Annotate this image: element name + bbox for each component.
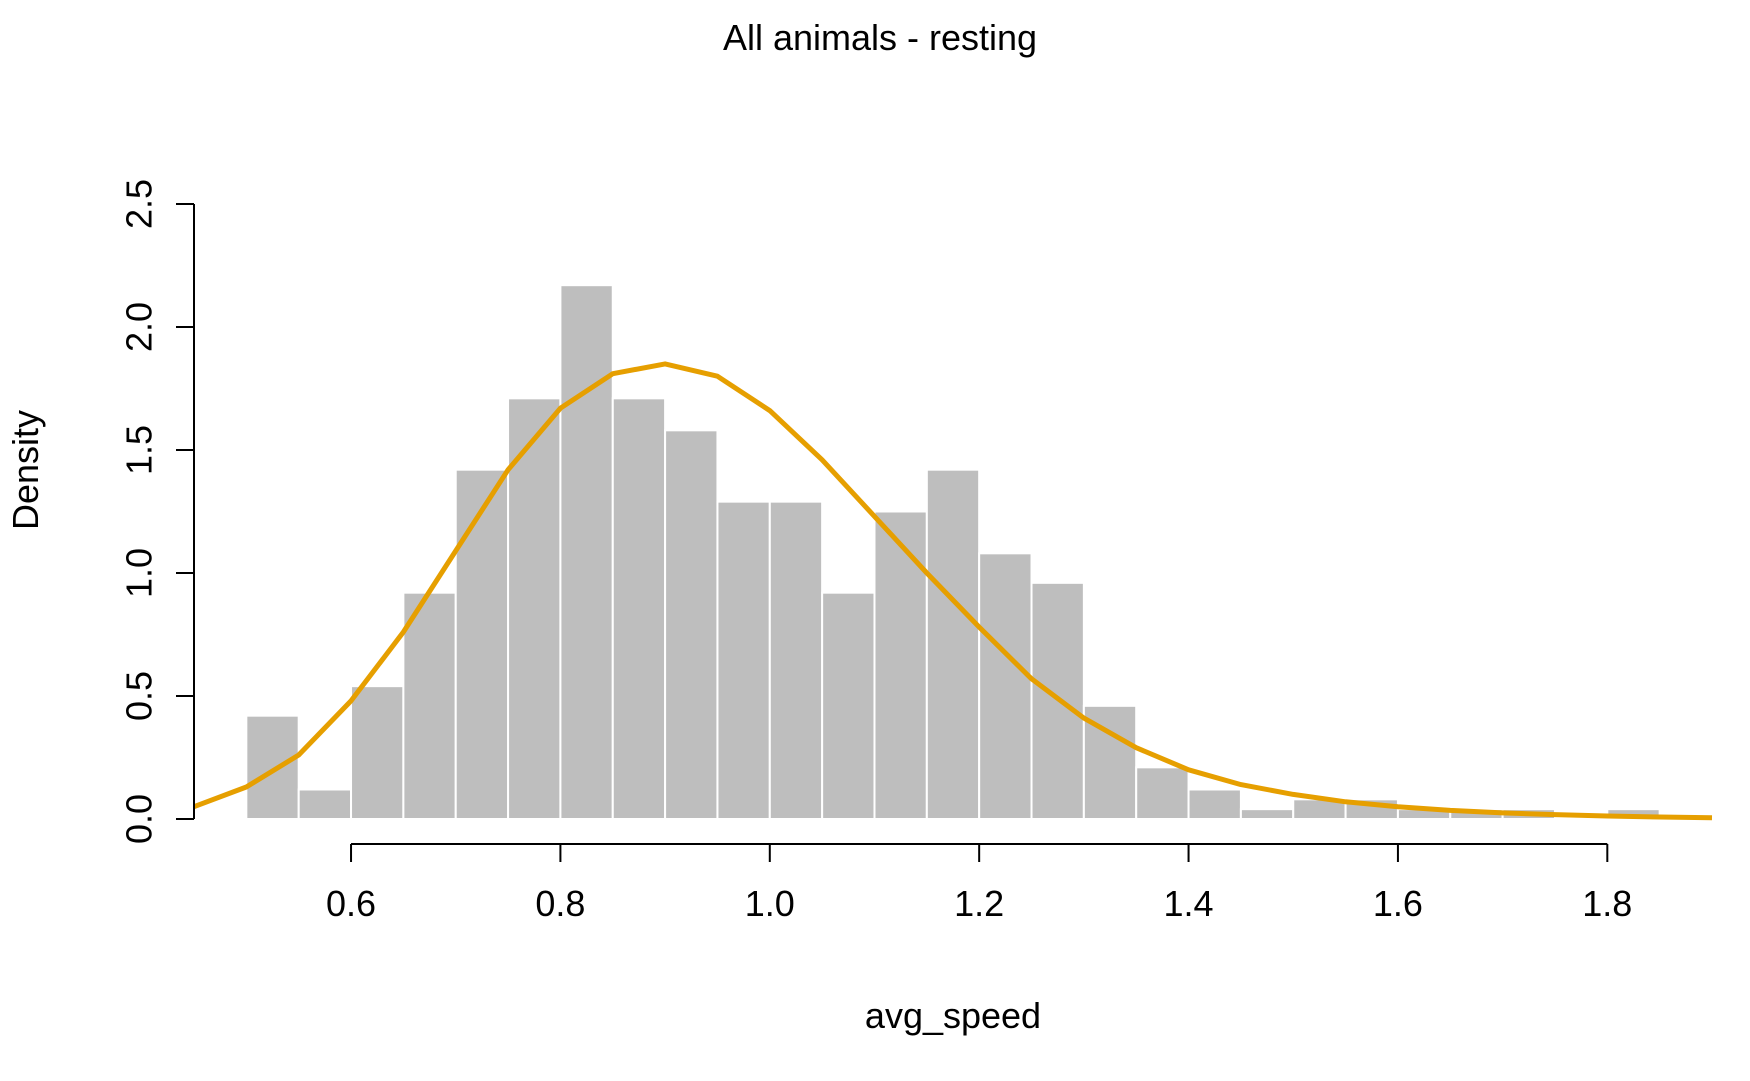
histogram-bar <box>350 685 405 820</box>
histogram-bar <box>821 591 876 820</box>
density-curve <box>193 361 1713 821</box>
histogram-bar <box>507 397 562 820</box>
x-tick-label: 0.6 <box>326 883 376 924</box>
chart-title: All animals - resting <box>723 17 1037 58</box>
histogram-bar <box>1135 766 1190 821</box>
histogram-bar <box>402 591 457 820</box>
y-tick-label: 2.0 <box>119 302 160 352</box>
histogram-bar <box>873 510 928 820</box>
histogram-bar <box>716 500 771 820</box>
histogram-bar <box>559 284 614 820</box>
histogram-bar <box>297 788 353 820</box>
histogram-bar <box>245 714 300 820</box>
y-tick-label: 1.0 <box>119 548 160 598</box>
x-tick-label: 1.4 <box>1164 883 1214 924</box>
y-tick-label: 0.0 <box>119 794 160 844</box>
x-tick-label: 1.8 <box>1582 883 1632 924</box>
y-axis-label: Density <box>5 410 46 530</box>
y-tick-label: 2.5 <box>119 179 160 229</box>
histogram-bar <box>1239 808 1295 820</box>
x-tick-label: 1.6 <box>1373 883 1423 924</box>
histogram-bar <box>664 429 719 820</box>
x-axis-label: avg_speed <box>865 995 1041 1036</box>
x-axis: 0.6 0.8 1.0 1.2 1.4 1.6 1.8 <box>326 843 1632 924</box>
x-tick-label: 1.2 <box>954 883 1004 924</box>
histogram-bars <box>245 284 1661 821</box>
histogram-bar <box>454 468 510 820</box>
histogram-bar <box>925 468 981 820</box>
histogram-bar <box>978 552 1033 820</box>
y-tick-label: 1.5 <box>119 425 160 475</box>
y-tick-label: 0.5 <box>119 671 160 721</box>
histogram-bar <box>611 397 667 820</box>
x-tick-label: 0.8 <box>535 883 585 924</box>
histogram-bar <box>768 500 824 820</box>
x-tick-label: 1.0 <box>745 883 795 924</box>
y-axis: 0.0 0.5 1.0 1.5 2.0 2.5 <box>119 179 195 844</box>
histogram-bar <box>1187 788 1242 820</box>
